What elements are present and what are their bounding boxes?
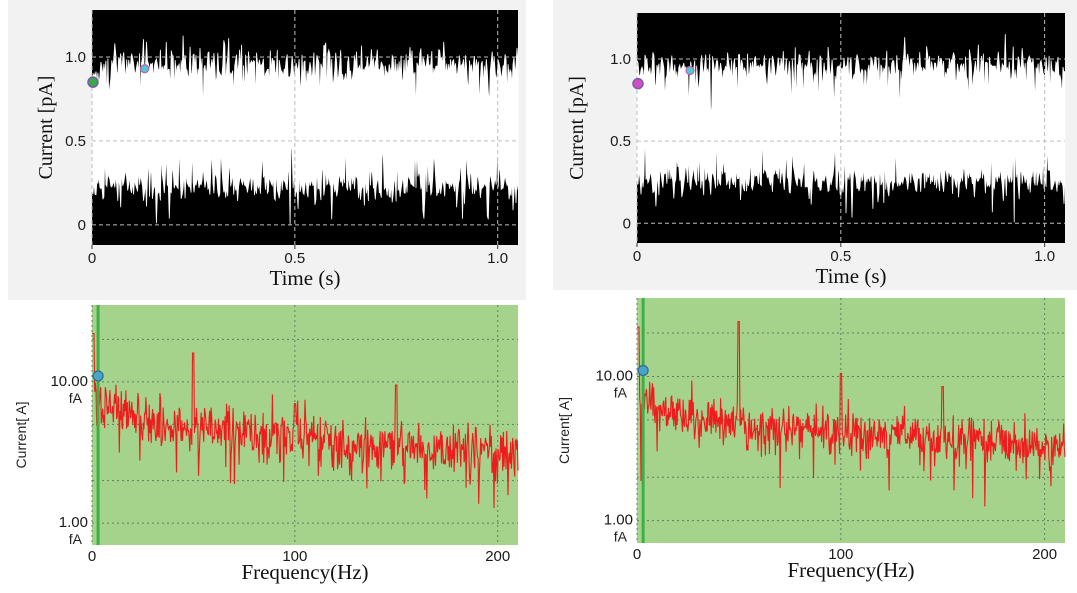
- y-tick-unit: fA: [614, 529, 628, 545]
- y-axis-label: Current [pA]: [35, 76, 57, 180]
- chart-spectrum-left: 10.00 fA 1.00 fA 0 100 200 Frequency(Hz) Current…: [8, 300, 526, 590]
- y-tick-label: 0.5: [65, 133, 86, 150]
- y-axis-label: Current [pA]: [566, 76, 588, 180]
- trace-band: [636, 34, 1066, 223]
- x-axis-label: Time (s): [270, 266, 341, 290]
- cursor-marker: [87, 76, 99, 88]
- spectrum-trace: [637, 321, 1066, 507]
- x-tick-label: 0: [633, 248, 641, 265]
- y-axis-label: Current[ A]: [556, 397, 572, 464]
- y-tick-unit: fA: [69, 531, 83, 547]
- x-tick-label: 100: [828, 546, 853, 563]
- y-tick-unit: fA: [69, 390, 83, 406]
- time-trace-plot: 0 0.5 1.0 0 0.5 1.0 Time (s) Current [pA]: [35, 10, 519, 290]
- y-tick-label: 1.0: [610, 51, 631, 68]
- x-tick-label: 0: [88, 548, 96, 565]
- x-axis-label: Frequency(Hz): [241, 560, 368, 584]
- x-axis-label: Time (s): [816, 264, 887, 288]
- cursor-marker: [637, 364, 649, 377]
- plot-area: [637, 298, 1065, 543]
- x-tick-label: 100: [282, 548, 307, 565]
- x-tick-label: 1.0: [487, 250, 508, 267]
- x-tick-label: 0.5: [830, 248, 851, 265]
- y-tick-label: 1.00: [604, 512, 633, 529]
- spectrum-trace: [92, 332, 519, 509]
- y-axis-label: Current[ A]: [13, 402, 29, 469]
- y-tick-label: 1.00: [59, 514, 88, 531]
- cursor-marker: [632, 77, 644, 90]
- cursor-marker: [685, 65, 695, 76]
- y-tick-unit: fA: [614, 384, 628, 400]
- x-tick-label: 200: [485, 548, 510, 565]
- x-tick-label: 0: [88, 250, 96, 267]
- x-tick-label: 1.0: [1034, 248, 1055, 265]
- y-tick-label: 0.5: [610, 133, 631, 150]
- trace-band: [91, 35, 519, 225]
- x-tick-label: 0.5: [284, 250, 305, 267]
- cursor-marker: [140, 64, 150, 74]
- chart-spectrum-right: 10.00 fA 1.00 fA 0 100 200 Frequency(Hz) Current…: [553, 290, 1077, 590]
- y-tick-label: 1.0: [65, 49, 86, 66]
- y-tick-label: 10.00: [595, 367, 633, 384]
- chart-time-trace-right: 0 0.5 1.0 0 0.5 1.0 Time (s) Current [pA]: [553, 0, 1077, 300]
- x-tick-label: 200: [1032, 546, 1057, 563]
- time-trace-plot: 0 0.5 1.0 0 0.5 1.0 Time (s) Current [pA]: [566, 13, 1066, 288]
- cursor-marker: [92, 370, 104, 382]
- y-tick-label: 10.00: [50, 373, 88, 390]
- chart-time-trace-left: 0 0.5 1.0 0 0.5 1.0 Time (s) Current [pA]: [8, 0, 526, 300]
- x-axis-label: Frequency(Hz): [787, 558, 914, 582]
- y-tick-label: 0: [78, 217, 86, 234]
- y-tick-label: 0: [623, 215, 631, 232]
- x-tick-label: 0: [633, 546, 641, 563]
